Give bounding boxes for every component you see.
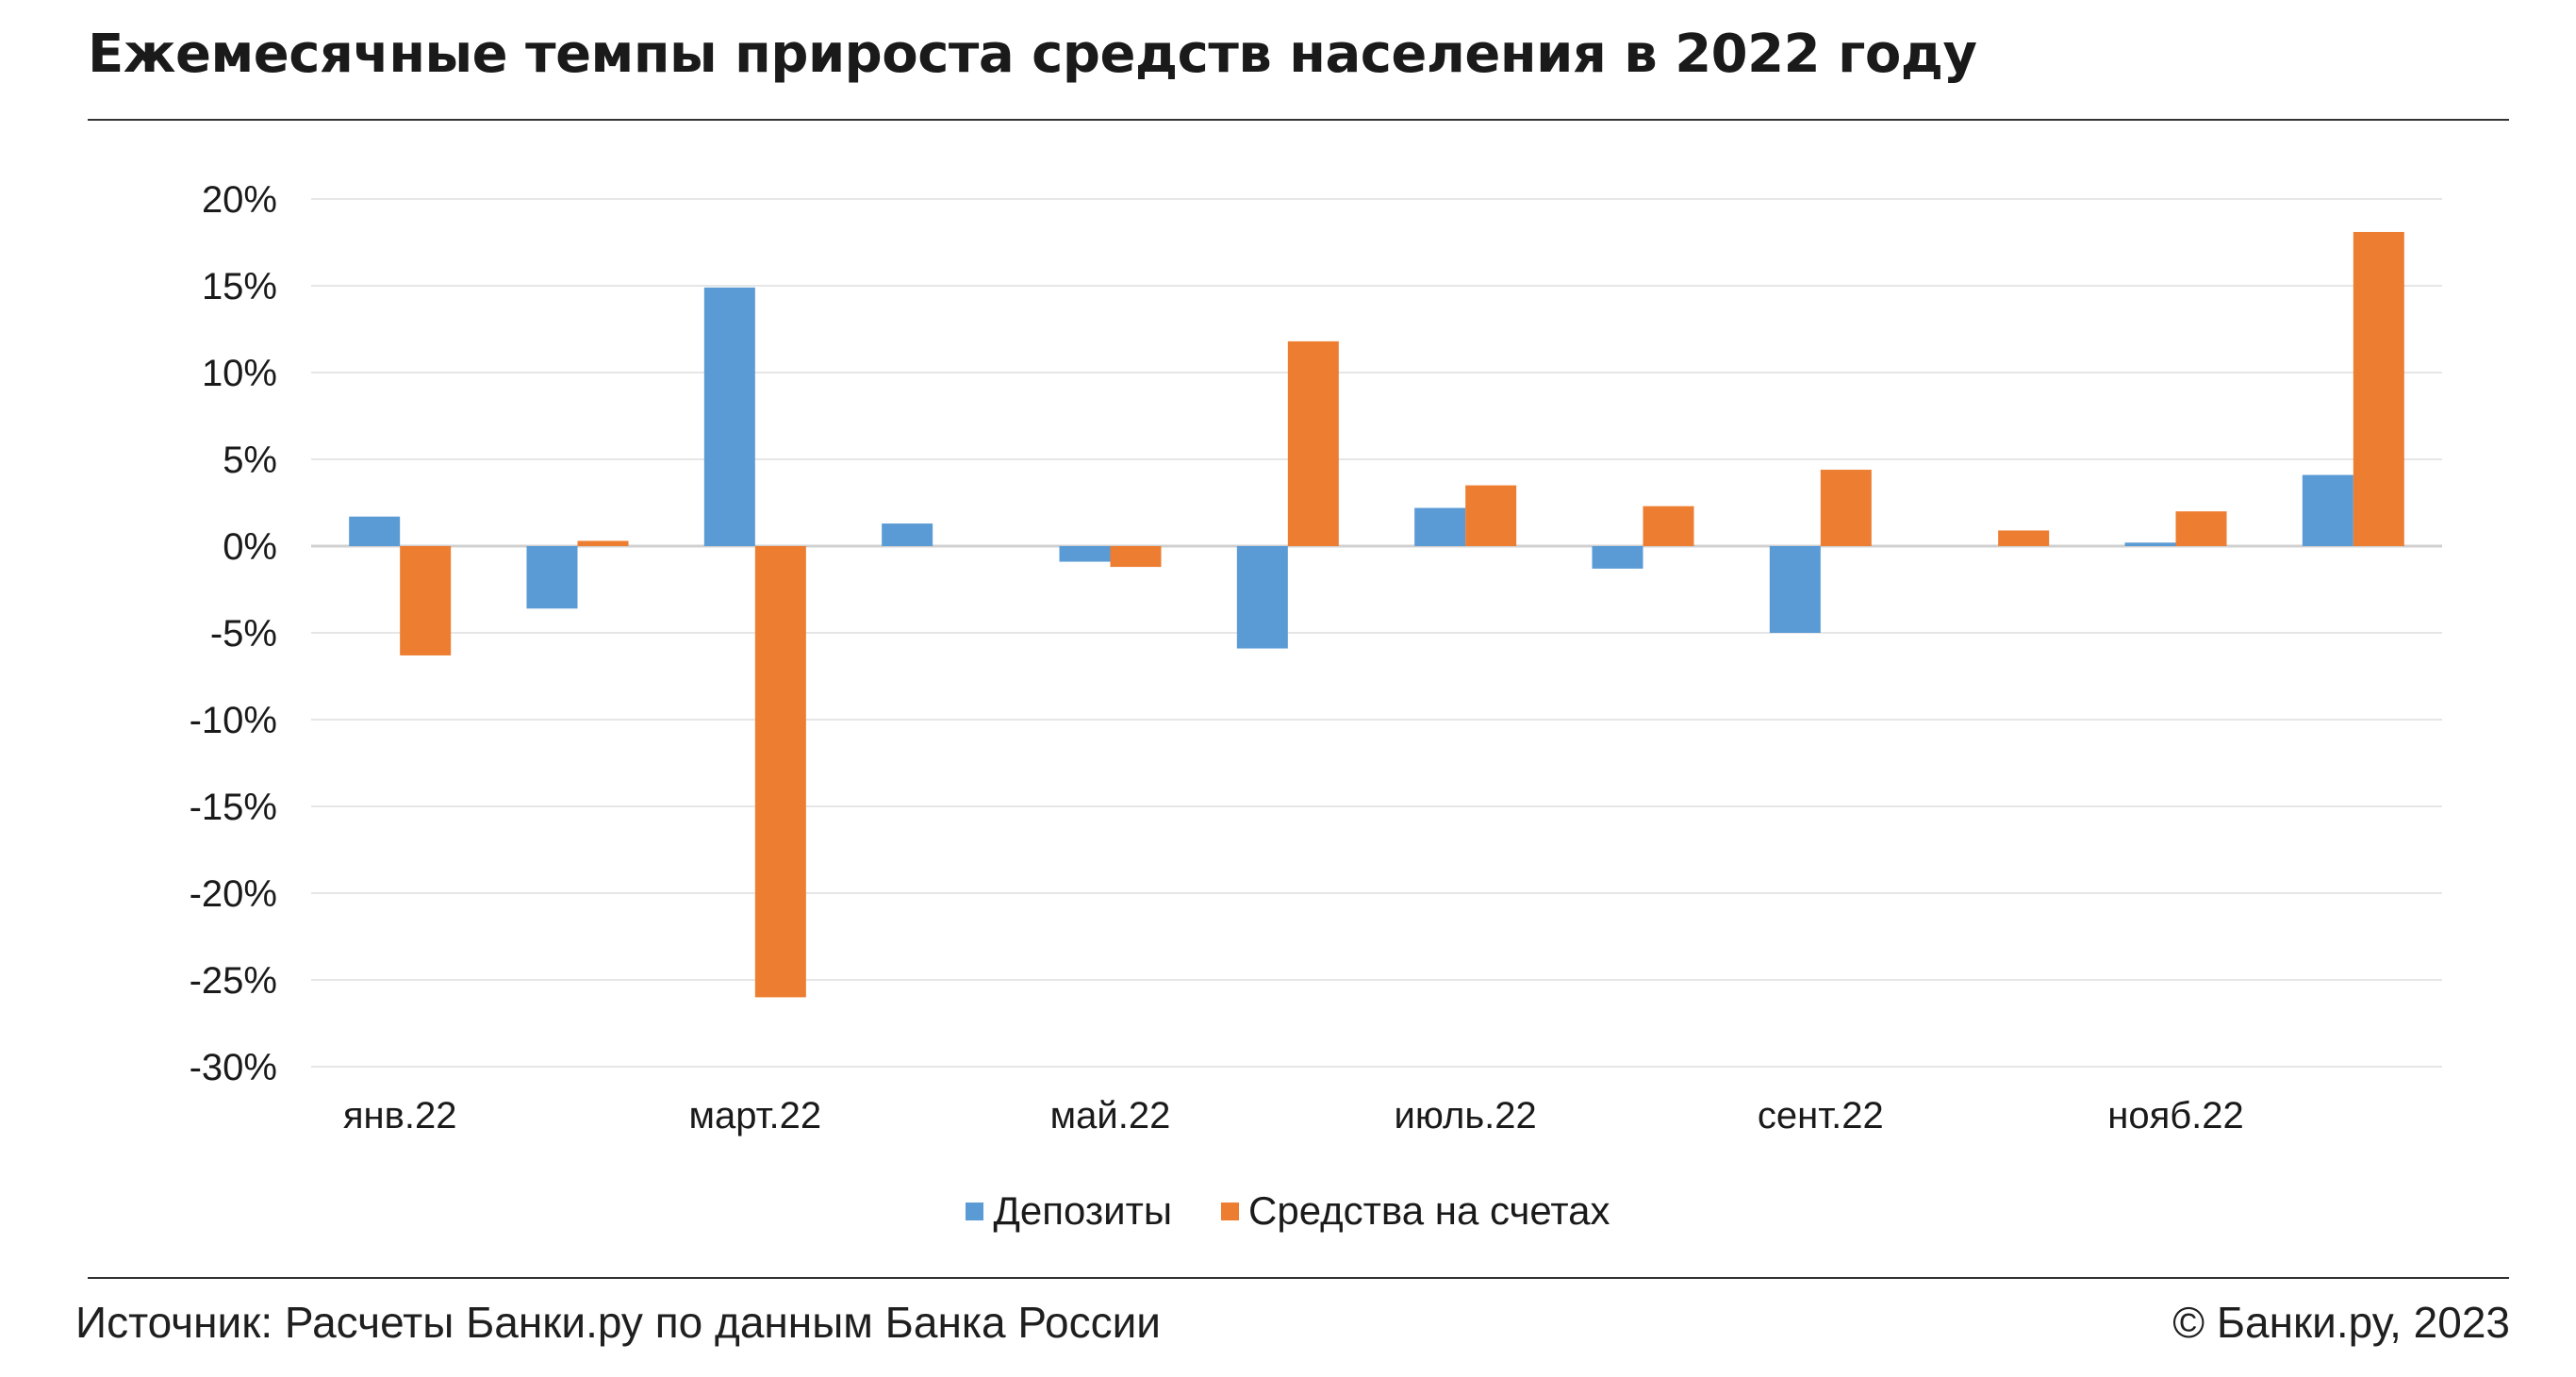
- bar-accounts-4: [1110, 546, 1162, 568]
- legend-item-deposits: Депозиты: [966, 1188, 1172, 1234]
- bar-deposits-2: [703, 287, 755, 546]
- bar-deposits-11: [2302, 474, 2353, 546]
- y-tick-label: -25%: [190, 960, 277, 1002]
- bar-accounts-6: [1465, 485, 1517, 546]
- bar-accounts-11: [2353, 231, 2404, 546]
- y-tick-label: 10%: [202, 353, 277, 394]
- legend-swatch-accounts: [1221, 1202, 1240, 1220]
- y-tick-label: 20%: [202, 179, 277, 221]
- x-tick-label: июль.22: [1395, 1095, 1537, 1136]
- x-tick-label: нояб.22: [2107, 1095, 2244, 1136]
- bar-accounts-7: [1643, 506, 1694, 546]
- footer-divider: [88, 1277, 2509, 1279]
- bar-deposits-1: [526, 546, 578, 609]
- y-tick-label: -30%: [190, 1047, 277, 1088]
- bar-accounts-2: [754, 546, 806, 998]
- bar-deposits-3: [882, 523, 933, 546]
- bar-accounts-5: [1287, 340, 1339, 546]
- bar-accounts-1: [577, 540, 629, 546]
- y-axis-tick-labels: 20% 15% 10% 5% 0% -5% -10% -15% -20% -25% -30%: [190, 179, 277, 1088]
- bar-deposits-10: [2124, 542, 2176, 546]
- chart-title: Ежемесячные темпы прироста средств насел…: [88, 24, 1977, 85]
- y-tick-label: -10%: [190, 700, 277, 741]
- legend-label-accounts: Средства на счетах: [1248, 1188, 1610, 1233]
- bar-deposits-8: [1769, 546, 1821, 633]
- x-axis-tick-labels: янв.22 март.22 май.22 июль.22 сент.22 нояб.22: [343, 1095, 2244, 1136]
- bar-chart: 20% 15% 10% 5% 0% -5% -10% -15% -20% -25% -30% янв…: [190, 179, 2442, 1136]
- y-tick-label: 0%: [223, 526, 277, 568]
- bar-deposits-6: [1414, 507, 1466, 546]
- legend-item-accounts: Средства на счетах: [1221, 1188, 1610, 1234]
- legend-label-deposits: Депозиты: [993, 1188, 1173, 1233]
- y-tick-label: -5%: [210, 613, 277, 655]
- bars: [349, 231, 2404, 998]
- chart-legend: Депозиты Средства на счетах: [0, 1188, 2576, 1234]
- bar-deposits-4: [1059, 546, 1111, 562]
- y-tick-label: -15%: [190, 787, 277, 828]
- x-tick-label: март.22: [689, 1095, 822, 1136]
- bar-accounts-9: [1998, 530, 2050, 546]
- bar-deposits-5: [1236, 546, 1288, 649]
- y-tick-label: 5%: [223, 440, 277, 481]
- y-tick-label: -20%: [190, 873, 277, 915]
- bar-deposits-0: [349, 516, 401, 546]
- x-tick-label: янв.22: [343, 1095, 457, 1136]
- x-tick-label: сент.22: [1758, 1095, 1884, 1136]
- title-divider: [88, 119, 2509, 121]
- source-note: Источник: Расчеты Банки.ру по данным Бан…: [75, 1298, 1161, 1347]
- copyright-note: © Банки.ру, 2023: [2172, 1298, 2510, 1347]
- legend-swatch-deposits: [966, 1202, 984, 1220]
- x-tick-label: май.22: [1050, 1095, 1171, 1136]
- bar-accounts-10: [2175, 511, 2227, 546]
- gridlines: [311, 198, 2442, 1068]
- bar-accounts-8: [1820, 470, 1872, 546]
- bar-accounts-0: [400, 546, 452, 655]
- bar-deposits-7: [1592, 546, 1643, 569]
- y-tick-label: 15%: [202, 266, 277, 307]
